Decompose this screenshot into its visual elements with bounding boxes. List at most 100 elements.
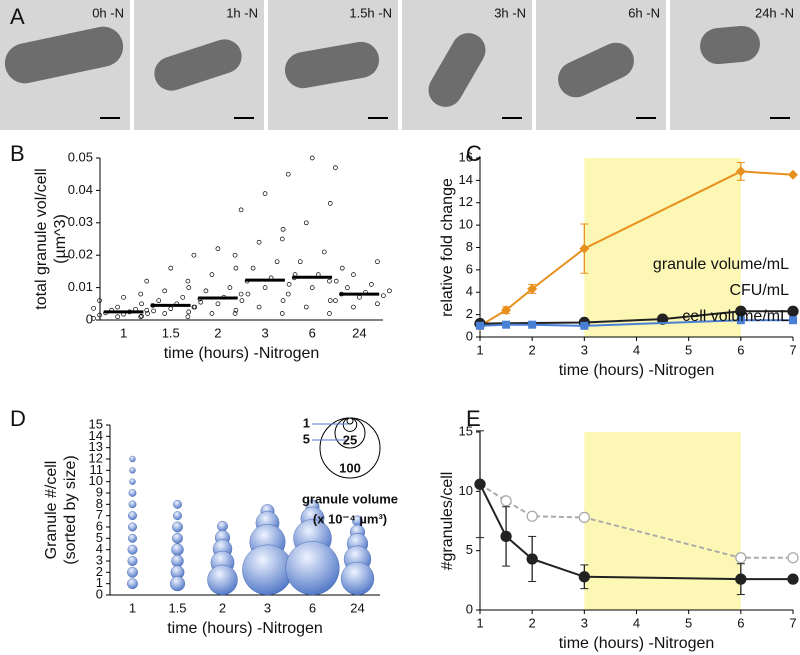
data-point (115, 304, 120, 310)
data-point (168, 265, 174, 271)
x-tick-label: 3 (261, 325, 268, 340)
y-axis-label: Granule #/cell (43, 461, 60, 560)
y-tick-label: 15 (89, 416, 103, 431)
x-tick-label: 6 (309, 325, 316, 340)
granule (128, 489, 137, 497)
granule (128, 500, 137, 509)
x-tick-label: 3 (581, 615, 588, 630)
micrograph-label: 1.5h -N (349, 5, 392, 20)
panel-label: A (10, 4, 25, 29)
granule (172, 532, 183, 544)
data-point (238, 291, 244, 297)
x-axis-label: time (hours) -Nitrogen (559, 362, 715, 379)
x-tick-label: 6 (737, 615, 744, 630)
marker (501, 305, 512, 316)
data-point (139, 313, 144, 319)
data-point (232, 311, 238, 316)
data-point (285, 291, 291, 297)
y-axis-label: (µm^3) (52, 214, 69, 264)
data-point (357, 294, 362, 300)
marker (579, 243, 590, 254)
y-tick-label: 10 (459, 217, 473, 232)
data-point (279, 311, 285, 316)
marker (787, 573, 799, 585)
marker (526, 510, 538, 522)
data-point (191, 304, 197, 310)
data-point (274, 259, 280, 265)
granule (129, 467, 136, 474)
y-tick-label: 11 (90, 462, 104, 477)
data-point (339, 265, 345, 271)
marker (656, 313, 669, 325)
marker (528, 320, 537, 329)
y-tick-label: 12 (89, 450, 103, 465)
granule (172, 521, 183, 533)
x-tick-label: 1 (476, 342, 483, 357)
data-point (97, 298, 102, 303)
marker (578, 511, 590, 524)
data-point (138, 314, 144, 320)
x-tick-label: 1 (120, 325, 127, 340)
data-point (327, 311, 332, 316)
y-tick-label: 5 (466, 542, 473, 557)
data-point (309, 155, 315, 161)
x-tick-label: 1.5 (168, 600, 186, 615)
y-tick-label: 2 (96, 564, 103, 579)
x-tick-label: 1 (476, 615, 483, 630)
data-point (387, 288, 392, 294)
data-point (327, 298, 333, 303)
granule (171, 543, 184, 556)
x-axis-label: time (hours) -Nitrogen (559, 635, 715, 652)
x-tick-label: 7 (789, 342, 796, 357)
y-tick-label: 0.05 (68, 149, 93, 164)
y-tick-label: 0 (86, 311, 93, 326)
data-point (227, 285, 233, 290)
granule (129, 478, 136, 485)
data-point (333, 278, 339, 284)
x-tick-label: 2 (214, 325, 221, 340)
data-point (198, 299, 204, 305)
data-point (285, 171, 291, 177)
marker (787, 552, 799, 564)
micrograph-label: 0h -N (92, 5, 124, 20)
granule (242, 544, 293, 596)
micrograph-label: 6h -N (628, 5, 660, 20)
data-point (351, 304, 356, 310)
marker (735, 166, 746, 177)
data-point (345, 285, 350, 290)
panel-label: C (466, 141, 482, 166)
data-point (233, 307, 239, 313)
marker (789, 316, 797, 325)
granule (173, 499, 182, 509)
data-point (239, 298, 245, 303)
marker (735, 552, 747, 564)
data-point (381, 293, 386, 299)
y-tick-label: 14 (459, 172, 473, 187)
data-point (303, 304, 309, 310)
data-point (215, 246, 221, 252)
marker (474, 478, 486, 490)
x-tick-label: 2 (529, 615, 536, 630)
data-point (256, 239, 262, 245)
y-tick-label: 4 (466, 284, 473, 299)
x-tick-label: 2 (219, 600, 226, 615)
data-point (185, 314, 191, 320)
cell (284, 41, 380, 89)
marker (476, 321, 484, 330)
data-point (233, 265, 239, 271)
legend-size-label: 1 (303, 415, 310, 430)
granule (127, 578, 138, 590)
marker (500, 495, 512, 507)
data-point (375, 301, 380, 307)
cell (558, 42, 634, 98)
series-line (479, 483, 793, 581)
y-tick-label: 0 (466, 601, 473, 616)
y-tick-label: 12 (459, 194, 473, 209)
micrograph (670, 0, 800, 130)
x-tick-label: 6 (309, 600, 316, 615)
data-point (191, 252, 197, 258)
data-point (286, 282, 292, 287)
granule (173, 511, 182, 521)
y-tick-label: 0 (466, 328, 473, 343)
highlight-band (584, 432, 741, 610)
